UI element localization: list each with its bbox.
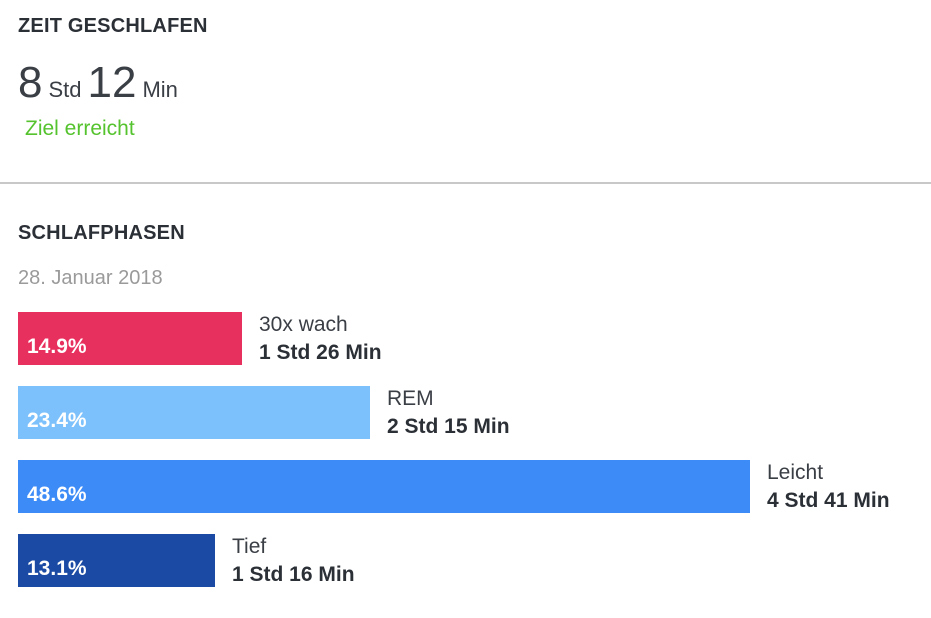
minutes-value: 12 [87,58,137,107]
stage-name-label: 30x wach [259,313,348,336]
goal-status: Ziel erreicht [25,117,135,140]
section-divider [0,182,931,184]
stage-duration-label: 1 Std 26 Min [259,341,382,364]
stages-date: 28. Januar 2018 [18,267,163,289]
hours-value: 8 [18,58,43,107]
time-asleep-title: ZEIT GESCHLAFEN [18,15,208,37]
stage-bar: 13.1% [18,534,215,587]
stage-name-label: Leicht [767,461,824,484]
stage-bar: 23.4% [18,386,370,439]
stage-name-label: Tief [232,535,267,558]
minutes-unit: Min [142,77,178,102]
sleep-stages-title: SCHLAFPHASEN [18,222,185,244]
stage-bar: 48.6% [18,460,750,513]
stage-duration-label: 2 Std 15 Min [387,415,510,438]
stage-bar: 14.9% [18,312,242,365]
stage-percent-label: 23.4% [27,409,87,432]
stage-name-label: REM [387,387,434,410]
sleep-duration: 8 Std 12 Min [18,58,184,108]
stage-duration-label: 1 Std 16 Min [232,563,355,586]
stage-percent-label: 13.1% [27,557,87,580]
stage-duration-label: 4 Std 41 Min [767,489,890,512]
stage-percent-label: 14.9% [27,335,87,358]
hours-unit: Std [48,77,82,102]
stage-percent-label: 48.6% [27,483,87,506]
